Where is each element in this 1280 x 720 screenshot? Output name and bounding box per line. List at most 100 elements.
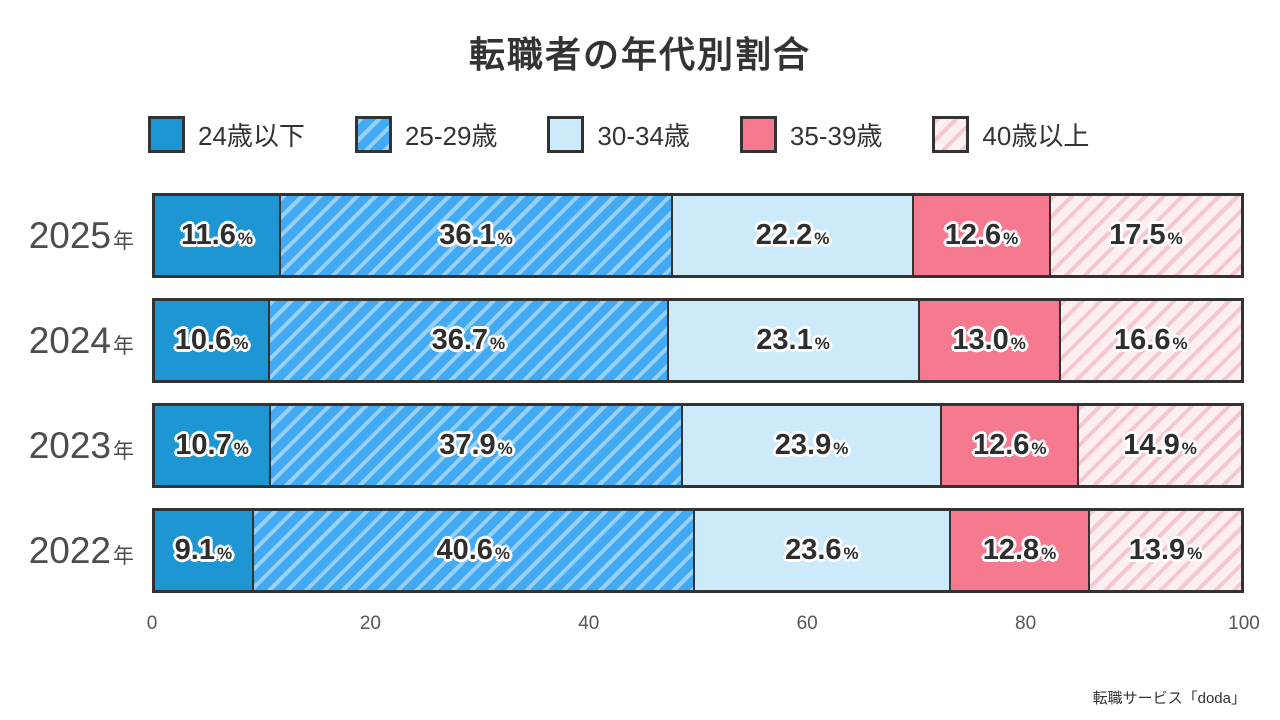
legend-label: 24歳以下 (198, 121, 305, 151)
bar-row: 2024年 10.6% 36.7% 23.1% 13.0% 16.6% (0, 298, 1280, 383)
percent-sign: % (494, 544, 511, 563)
bar-segment: 10.6% (155, 301, 271, 380)
x-axis-tick: 60 (796, 613, 818, 634)
year-suffix: 年 (113, 544, 134, 568)
segment-value-label: 17.5% (1109, 219, 1183, 251)
segment-value-label: 16.6% (1114, 324, 1188, 356)
legend-swatch-icon (148, 116, 185, 153)
year-label: 2025年 (28, 214, 134, 256)
bar-segment: 14.9% (1079, 406, 1241, 485)
stacked-bar: 11.6% 36.1% 22.2% 12.6% 17.5% (152, 193, 1244, 278)
plot-area: 2025年 11.6% 36.1% 22.2% 12.6% 17.5% 2024年 10.6%… (0, 193, 1280, 643)
segment-value-label: 12.6% (944, 219, 1019, 251)
x-axis-row: 0 20 40 60 80 100 (0, 613, 1280, 643)
legend-item: 30-34歳 (547, 116, 690, 153)
segment-value-label: 11.6% (181, 219, 253, 251)
source-credit: 転職サービス「doda」 (1092, 690, 1246, 707)
percent-sign: % (833, 439, 849, 458)
segment-value-label: 14.9% (1123, 429, 1197, 461)
bar-segment: 12.8% (951, 511, 1090, 590)
x-axis-spacer (0, 613, 152, 643)
bar-segment: 22.2% (673, 196, 915, 275)
bar-segment: 12.6% (914, 196, 1051, 275)
x-axis-tick: 80 (1015, 613, 1037, 634)
bar-segment: 17.5% (1050, 196, 1241, 275)
year-suffix: 年 (113, 229, 134, 253)
stacked-bar: 9.1% 40.6% 23.6% 12.8% 13.9% (152, 508, 1244, 593)
percent-sign: % (490, 334, 506, 353)
bar-segment: 16.6% (1060, 301, 1241, 380)
segment-value-label: 40.6% (436, 534, 511, 566)
percent-sign: % (233, 439, 249, 458)
segment-value-label: 37.9% (439, 429, 513, 461)
percent-sign: % (1041, 544, 1057, 563)
segment-value-label: 36.7% (431, 324, 506, 356)
percent-sign: % (237, 229, 253, 248)
percent-sign: % (1003, 229, 1019, 248)
bar-rows: 2025年 11.6% 36.1% 22.2% 12.6% 17.5% 2024年 10.6%… (0, 193, 1280, 593)
segment-value-label: 23.6% (785, 534, 859, 566)
bar-row: 2025年 11.6% 36.1% 22.2% 12.6% 17.5% (0, 193, 1280, 278)
percent-sign: % (1181, 439, 1197, 458)
bar-segment: 9.1% (155, 511, 254, 590)
percent-sign: % (1187, 544, 1203, 563)
legend-swatch-icon (354, 116, 392, 153)
bar-segment: 23.1% (668, 301, 920, 380)
bar-row: 2023年 10.7% 37.9% 23.9% 12.6% 14.9% (0, 403, 1280, 488)
year-label: 2023年 (28, 424, 134, 466)
legend-label: 40歳以上 (982, 121, 1090, 151)
legend-label: 35-39歳 (789, 121, 883, 151)
bar-row: 2022年 9.1% 40.6% 23.6% 12.8% 13.9% (0, 508, 1280, 593)
legend-item: 24歳以下 (148, 116, 305, 153)
percent-sign: % (1010, 334, 1026, 353)
percent-sign: % (814, 334, 830, 353)
percent-sign: % (497, 229, 513, 248)
percent-sign: % (217, 544, 233, 563)
segment-value-label: 10.7% (175, 429, 249, 461)
legend-swatch-icon (547, 116, 585, 153)
bar-segment: 13.9% (1090, 511, 1241, 590)
year-suffix: 年 (113, 334, 134, 358)
stacked-bar: 10.6% 36.7% 23.1% 13.0% 16.6% (152, 298, 1244, 383)
bar-segment: 37.9% (271, 406, 683, 485)
chart-title: 転職者の年代別割合 (468, 34, 811, 75)
stacked-bar: 10.7% 37.9% 23.9% 12.6% 14.9% (152, 403, 1244, 488)
segment-value-label: 10.6% (174, 324, 249, 356)
x-axis: 0 20 40 60 80 100 (147, 613, 1260, 643)
percent-sign: % (1167, 229, 1183, 248)
legend-label: 25-29歳 (404, 121, 498, 151)
legend-item: 40歳以上 (932, 116, 1089, 153)
legend-label: 30-34歳 (597, 121, 690, 151)
segment-value-label: 36.1% (439, 219, 513, 251)
x-axis-tick: 100 (1228, 613, 1260, 634)
bar-segment: 36.7% (270, 301, 669, 380)
segment-value-label: 23.1% (756, 324, 830, 356)
legend: 24歳以下 25-29歳 30-34歳 35-39歳 40歳以上 (148, 116, 1280, 153)
legend-swatch-icon (739, 116, 777, 153)
segment-value-label: 13.9% (1128, 534, 1203, 566)
x-axis-tick: 0 (146, 613, 158, 634)
segment-value-label: 13.0% (952, 324, 1026, 356)
percent-sign: % (843, 544, 859, 563)
segment-value-label: 12.6% (972, 429, 1047, 461)
percent-sign: % (233, 334, 249, 353)
percent-sign: % (1031, 439, 1047, 458)
bar-segment: 13.0% (919, 301, 1061, 380)
segment-value-label: 23.9% (774, 429, 849, 461)
bar-segment: 11.6% (155, 196, 281, 275)
bar-segment: 23.6% (694, 511, 951, 590)
legend-item: 35-39歳 (739, 116, 883, 153)
bar-segment: 12.6% (942, 406, 1080, 485)
x-axis-tick: 20 (359, 613, 381, 634)
year-suffix: 年 (113, 439, 134, 463)
segment-value-label: 12.8% (982, 534, 1057, 566)
percent-sign: % (1172, 334, 1188, 353)
bar-segment: 10.7% (155, 406, 272, 485)
bar-segment: 23.9% (682, 406, 943, 485)
x-axis-tick: 40 (578, 613, 600, 634)
year-label: 2024年 (28, 319, 134, 361)
year-label: 2022年 (28, 529, 134, 571)
percent-sign: % (814, 229, 830, 248)
legend-swatch-icon (932, 116, 970, 153)
